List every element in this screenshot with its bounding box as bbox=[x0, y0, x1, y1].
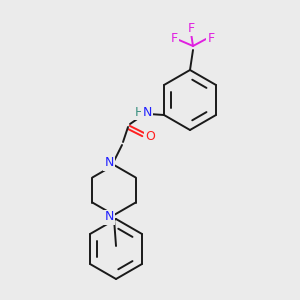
Text: O: O bbox=[145, 130, 155, 143]
Text: F: F bbox=[188, 22, 195, 34]
Text: F: F bbox=[170, 32, 178, 46]
Text: N: N bbox=[142, 106, 152, 118]
Text: N: N bbox=[104, 211, 114, 224]
Text: N: N bbox=[104, 157, 114, 169]
Text: F: F bbox=[207, 32, 214, 44]
Text: H: H bbox=[134, 106, 144, 118]
